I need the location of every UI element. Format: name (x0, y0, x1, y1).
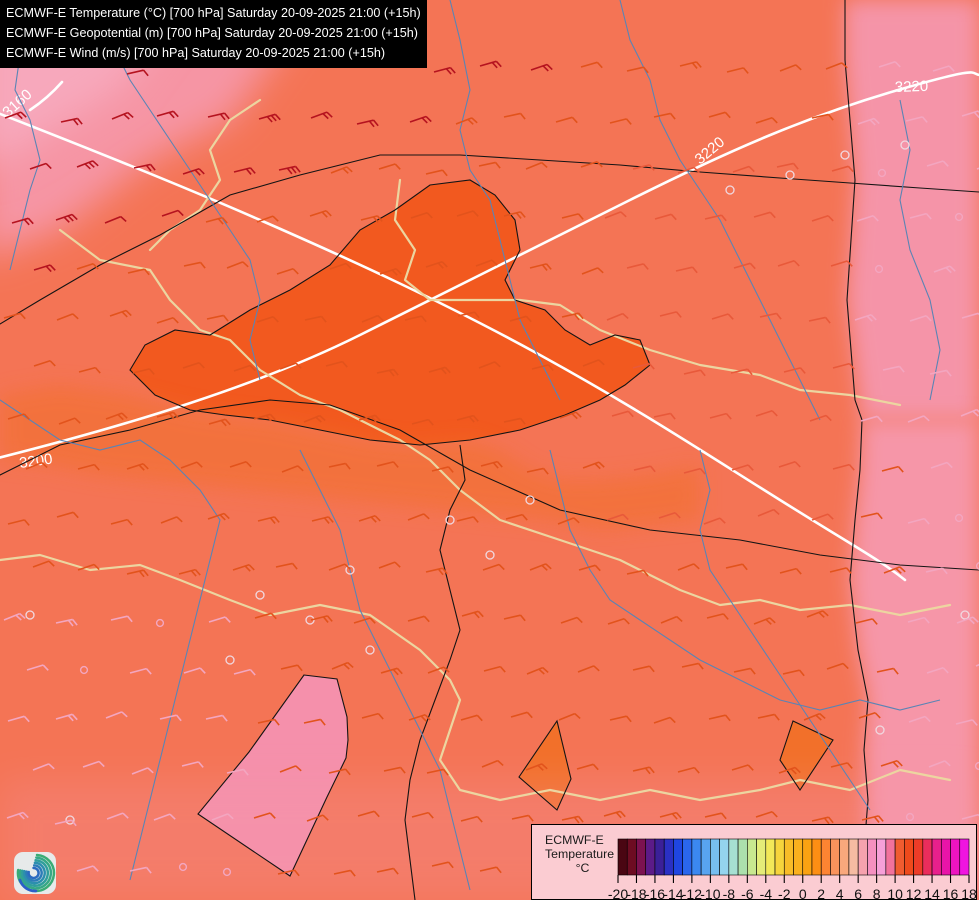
svg-text:-14: -14 (663, 886, 683, 900)
svg-text:12: 12 (906, 886, 922, 900)
svg-text:10: 10 (887, 886, 903, 900)
svg-text:-16: -16 (645, 886, 665, 900)
svg-text:-8: -8 (723, 886, 736, 900)
svg-text:8: 8 (873, 886, 881, 900)
svg-text:-20: -20 (608, 886, 628, 900)
svg-text:-18: -18 (626, 886, 646, 900)
svg-text:16: 16 (943, 886, 959, 900)
svg-text:-2: -2 (778, 886, 791, 900)
svg-text:18: 18 (961, 886, 977, 900)
svg-text:0: 0 (799, 886, 807, 900)
svg-text:-10: -10 (700, 886, 720, 900)
svg-text:-4: -4 (760, 886, 773, 900)
svg-text:2: 2 (817, 886, 825, 900)
svg-text:-12: -12 (682, 886, 702, 900)
svg-text:-6: -6 (741, 886, 754, 900)
svg-text:4: 4 (836, 886, 844, 900)
svg-text:3220: 3220 (895, 78, 929, 96)
svg-text:14: 14 (924, 886, 940, 900)
svg-text:6: 6 (854, 886, 862, 900)
